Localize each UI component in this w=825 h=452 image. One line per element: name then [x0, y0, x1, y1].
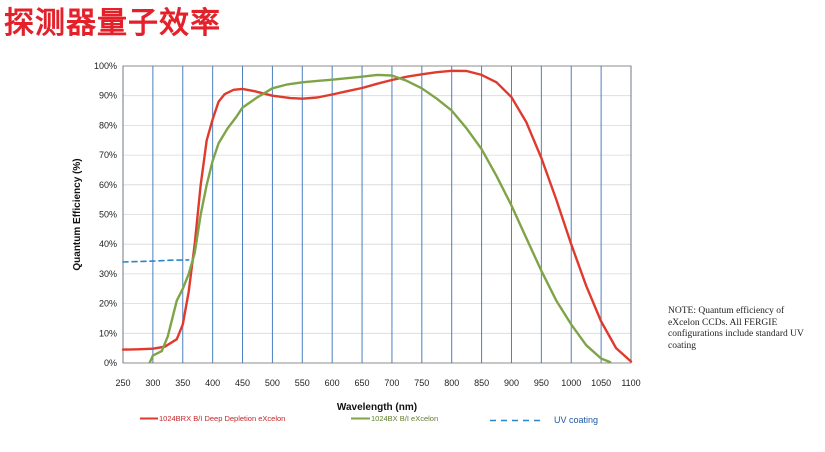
y-tick-label: 20%: [99, 299, 117, 309]
x-tick-label: 1000: [561, 378, 581, 388]
x-tick-label: 350: [175, 378, 190, 388]
y-tick-label: 10%: [99, 328, 117, 338]
y-tick-label: 30%: [99, 269, 117, 279]
chart-legend: 1024BRX B/I Deep Depletion eXcelon 1024B…: [140, 414, 598, 425]
legend-label-deep-depletion: 1024BRX B/I Deep Depletion eXcelon: [159, 414, 285, 423]
series-line-uv-coating: [122, 259, 190, 263]
x-tick-label: 700: [384, 378, 399, 388]
x-tick-label: 450: [235, 378, 250, 388]
chart-grid: [122, 65, 632, 364]
x-tick-label: 300: [145, 378, 160, 388]
y-tick-label: 50%: [99, 210, 117, 220]
y-tick-label: 80%: [99, 120, 117, 130]
x-tick-label: 400: [205, 378, 220, 388]
y-axis-label: Quantum Efficiency (%): [72, 158, 83, 270]
series-line-excelon: [148, 73, 612, 364]
x-tick-label: 950: [534, 378, 549, 388]
page-title: 探测器量子效率: [4, 6, 221, 41]
x-tick-label: 1100: [621, 378, 640, 388]
y-tick-label: 40%: [99, 239, 117, 249]
x-tick-label: 900: [504, 378, 519, 388]
chart-series: [121, 69, 633, 364]
y-tick-label: 0%: [104, 358, 117, 368]
x-tick-label: 850: [474, 378, 489, 388]
x-axis-label: Wavelength (nm): [337, 402, 417, 413]
y-axis-ticks: 0% 10% 20% 30% 40% 50% 60% 70% 80% 90% 100%: [94, 61, 117, 368]
x-tick-label: 600: [325, 378, 340, 388]
y-tick-label: 90%: [99, 91, 117, 101]
legend-label-excelon: 1024BX B/I eXcelon: [371, 414, 438, 423]
x-tick-label: 500: [265, 378, 280, 388]
y-tick-label: 70%: [99, 150, 117, 160]
legend-label-uv-coating: UV coating: [554, 415, 598, 425]
series-line-deep-depletion: [121, 69, 633, 363]
x-tick-label: 1050: [591, 378, 611, 388]
chart-note: NOTE: Quantum efficiency of eXcelon CCDs…: [668, 306, 804, 351]
x-tick-label: 650: [355, 378, 370, 388]
x-tick-label: 750: [414, 378, 429, 388]
y-tick-label: 100%: [94, 61, 117, 71]
x-tick-label: 550: [295, 378, 310, 388]
y-tick-label: 60%: [99, 180, 117, 190]
x-tick-label: 250: [115, 378, 130, 388]
x-tick-label: 800: [444, 378, 459, 388]
x-axis-ticks: 250 300 350 400 450 500 550 600 650 700 750 800 850 9…: [115, 378, 640, 388]
plot-frame: [122, 65, 632, 364]
